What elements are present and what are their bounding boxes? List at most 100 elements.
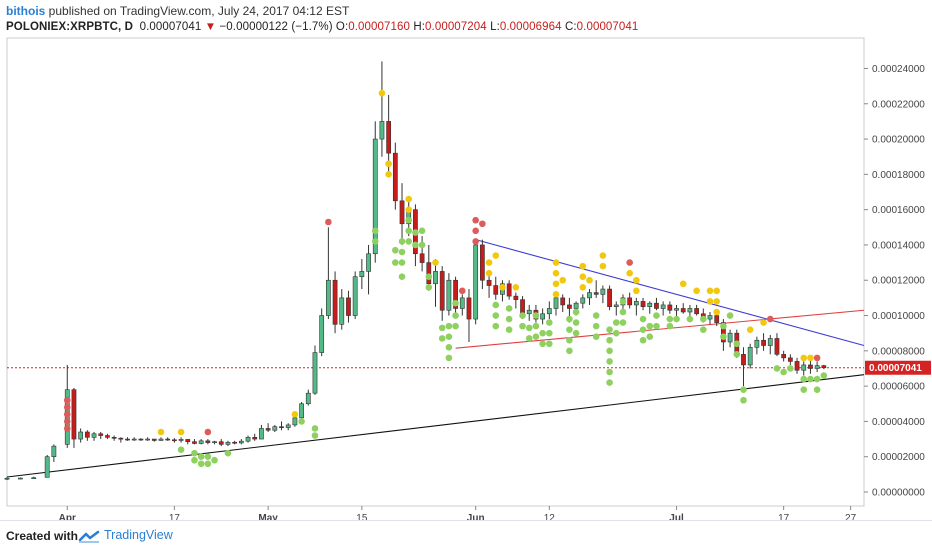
candle-body <box>51 445 57 458</box>
signal-dot-green <box>311 432 319 439</box>
candle-body <box>31 477 37 480</box>
signal-dot-green <box>546 340 553 348</box>
candle-body <box>232 441 238 444</box>
signal-dot-green <box>525 324 533 332</box>
signal-dot-green <box>612 319 620 326</box>
signal-dot-green <box>204 460 212 468</box>
time-tick-label: 17 <box>169 513 181 520</box>
signal-dot-yellow <box>599 252 607 259</box>
signal-dot-green <box>820 372 828 379</box>
signal-dot-green <box>619 298 627 305</box>
signal-dot-green <box>592 312 600 319</box>
signal-dot-yellow <box>713 298 721 305</box>
signal-dot-green <box>619 319 627 326</box>
candle-body <box>553 297 559 309</box>
author-link[interactable]: bithois <box>6 4 46 18</box>
price-tick-label: 0.00014000 <box>872 240 925 251</box>
time-tick-label: 17 <box>778 513 790 520</box>
candle-body <box>372 138 378 255</box>
candle-body <box>613 304 619 308</box>
candle-body <box>567 304 572 309</box>
signal-dot-green <box>505 305 513 312</box>
change-arrow-icon: ▼ <box>204 21 217 33</box>
signal-dot-green <box>566 347 573 355</box>
tradingview-brand-link[interactable]: TradingView <box>104 528 173 542</box>
candle-body <box>593 292 599 295</box>
signal-dot-green <box>733 351 741 358</box>
signal-dot-green <box>492 312 500 319</box>
candle-body <box>312 352 318 394</box>
high-value: 0.00007204 <box>425 21 487 33</box>
signal-dot-green <box>686 315 694 323</box>
signal-dot-green <box>418 227 426 235</box>
signal-dot-yellow <box>499 283 506 291</box>
signal-dot-red <box>63 411 71 418</box>
signal-dot-yellow <box>405 195 413 203</box>
signal-dot-green <box>519 312 526 319</box>
signal-dot-yellow <box>579 273 587 281</box>
signal-dot-green <box>311 425 319 432</box>
time-tick-label: Jun <box>467 513 485 520</box>
time-tick-label: Jul <box>669 513 684 520</box>
candle-body <box>151 438 157 441</box>
signal-dot-green <box>800 375 808 383</box>
signal-dot-green <box>546 329 553 337</box>
candle-body <box>71 389 77 440</box>
signal-dot-yellow <box>492 252 500 259</box>
candle-body <box>332 279 338 325</box>
signal-dot-green <box>606 358 613 365</box>
signal-dot-yellow <box>599 262 607 270</box>
high-label: H: <box>413 21 426 33</box>
candle-body <box>98 433 104 436</box>
signal-dot-red <box>766 315 774 323</box>
signal-dot-green <box>592 333 600 341</box>
price-tick-label: 0.00000000 <box>872 488 925 499</box>
signal-dot-yellow <box>800 354 808 362</box>
candle-body <box>125 438 130 441</box>
candle-body <box>781 354 787 359</box>
signal-dot-green <box>566 315 573 323</box>
signal-dot-yellow <box>693 287 700 295</box>
candle-body <box>707 315 713 320</box>
price-tick-label: 0.00010000 <box>872 311 925 322</box>
candle-body <box>808 364 813 369</box>
candle-body <box>694 308 699 315</box>
signal-dot-yellow <box>552 291 560 298</box>
signal-dot-green <box>398 238 406 245</box>
signal-dot-red <box>63 403 71 411</box>
candle-body <box>660 304 666 309</box>
candle-body <box>178 439 184 441</box>
candle-body <box>84 431 90 438</box>
candle-body <box>573 302 579 309</box>
price-chart[interactable]: 0.00000000 0.00002000 0.00004000 0.00006000… <box>0 36 932 520</box>
candle-body <box>145 438 150 441</box>
signal-dot-yellow <box>378 89 386 97</box>
signal-dot-green <box>211 456 218 464</box>
candle-body <box>721 322 726 343</box>
signal-dot-green <box>733 340 741 348</box>
signal-dot-red <box>63 425 71 432</box>
time-tick-label: 15 <box>356 513 368 520</box>
signal-dot-green <box>405 227 413 235</box>
candle-body <box>392 152 398 202</box>
signal-dot-green <box>191 449 198 457</box>
open-value: 0.00007160 <box>348 21 411 33</box>
signal-dot-green <box>412 241 419 249</box>
signal-dot-green <box>392 259 399 266</box>
candle-body <box>359 271 365 278</box>
candle-body <box>506 283 512 297</box>
candle-body <box>299 403 304 419</box>
time-tick-label: 27 <box>845 513 857 520</box>
candle-body <box>118 437 124 440</box>
signal-dot-yellow <box>552 259 560 266</box>
signal-dot-green <box>546 319 553 326</box>
candle-body <box>794 361 800 371</box>
candle-body <box>346 297 351 316</box>
candle-body <box>580 297 586 304</box>
candle-body <box>238 440 244 444</box>
candle-body <box>399 200 405 225</box>
price-tick-label: 0.00006000 <box>872 382 925 393</box>
time-tick-label: 12 <box>544 513 556 520</box>
candle-body <box>212 441 217 444</box>
price-tick-label: 0.00004000 <box>872 417 925 428</box>
